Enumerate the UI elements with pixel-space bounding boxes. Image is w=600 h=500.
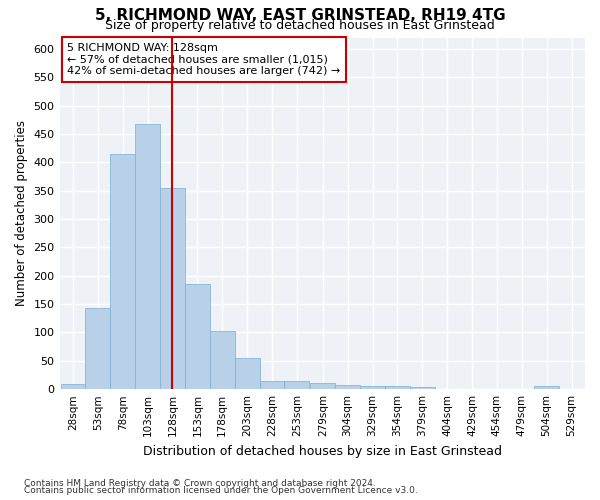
- Bar: [360, 386, 385, 389]
- Bar: [61, 384, 85, 389]
- Bar: [185, 284, 210, 389]
- Bar: [335, 385, 360, 389]
- Bar: [260, 380, 284, 389]
- Y-axis label: Number of detached properties: Number of detached properties: [15, 120, 28, 306]
- X-axis label: Distribution of detached houses by size in East Grinstead: Distribution of detached houses by size …: [143, 444, 502, 458]
- Bar: [110, 154, 135, 389]
- Text: 5 RICHMOND WAY: 128sqm
← 57% of detached houses are smaller (1,015)
42% of semi-: 5 RICHMOND WAY: 128sqm ← 57% of detached…: [67, 43, 341, 76]
- Bar: [284, 380, 310, 389]
- Text: Contains public sector information licensed under the Open Government Licence v3: Contains public sector information licen…: [24, 486, 418, 495]
- Bar: [85, 308, 110, 389]
- Bar: [235, 358, 260, 389]
- Bar: [210, 331, 235, 389]
- Text: 5, RICHMOND WAY, EAST GRINSTEAD, RH19 4TG: 5, RICHMOND WAY, EAST GRINSTEAD, RH19 4T…: [95, 8, 505, 22]
- Bar: [135, 124, 160, 389]
- Bar: [534, 386, 559, 389]
- Bar: [385, 386, 410, 389]
- Bar: [410, 388, 435, 389]
- Text: Contains HM Land Registry data © Crown copyright and database right 2024.: Contains HM Land Registry data © Crown c…: [24, 478, 376, 488]
- Text: Size of property relative to detached houses in East Grinstead: Size of property relative to detached ho…: [105, 18, 495, 32]
- Bar: [160, 188, 185, 389]
- Bar: [310, 383, 335, 389]
